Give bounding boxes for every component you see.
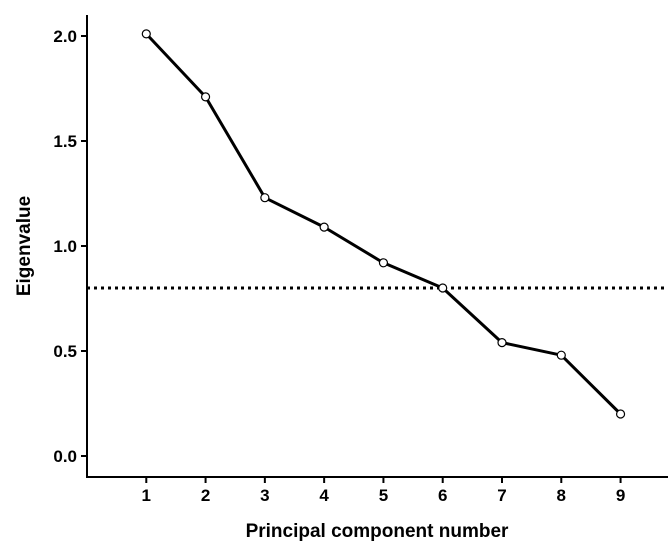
plot-frame	[86, 15, 668, 478]
x-tick-label: 3	[260, 486, 269, 505]
data-point	[200, 92, 211, 102]
data-point	[497, 338, 507, 348]
data-point	[615, 409, 626, 419]
x-tick-label: 7	[497, 486, 506, 505]
x-tick-label: 9	[616, 486, 625, 505]
y-tick-label: 1.0	[53, 237, 77, 256]
y-axis-label: Eigenvalue	[14, 196, 35, 296]
y-tick-label: 0.0	[53, 447, 77, 466]
x-tick-label: 8	[557, 486, 566, 505]
eigenvalue-series-line	[145, 32, 622, 416]
series-group	[145, 32, 622, 416]
x-axis-ticks: 1 2 3 4 5 6 7 8 9	[142, 477, 625, 505]
markers-group	[141, 29, 626, 419]
x-tick-label: 2	[201, 486, 210, 505]
data-point	[319, 222, 329, 232]
data-point	[141, 29, 151, 39]
x-tick-label: 1	[142, 486, 151, 505]
x-tick-label: 6	[438, 486, 447, 505]
y-tick-label: 2.0	[53, 27, 77, 46]
x-tick-label: 5	[379, 486, 388, 505]
data-point	[378, 258, 389, 268]
data-point	[260, 193, 270, 203]
x-tick-label: 4	[319, 486, 329, 505]
data-point	[438, 283, 448, 293]
y-axis-ticks: 0.0 0.5 1.0 1.5 2.0	[53, 27, 87, 466]
y-tick-label: 1.5	[53, 132, 77, 151]
y-tick-label: 0.5	[53, 342, 77, 361]
data-point	[556, 350, 566, 360]
x-axis-label: Principal component number	[246, 521, 509, 542]
